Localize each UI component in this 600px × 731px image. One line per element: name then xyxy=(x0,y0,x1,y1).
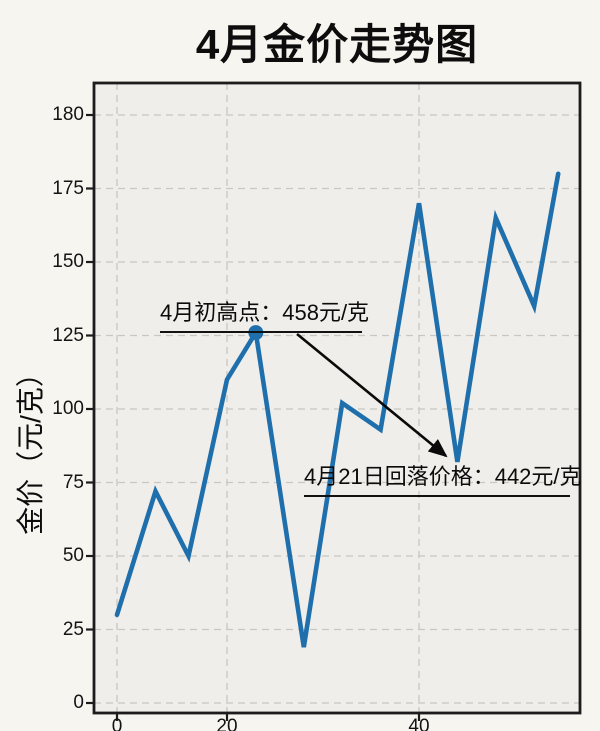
y-tick-label: 75 xyxy=(62,471,84,493)
x-tick-label: 20 xyxy=(216,716,238,731)
y-tick-label: 25 xyxy=(62,618,84,640)
chart-title: 4月金价走势图 xyxy=(195,21,479,68)
x-tick-label: 0 xyxy=(111,716,123,731)
y-tick-label: 0 xyxy=(73,692,84,713)
y-tick-label: 125 xyxy=(52,324,84,346)
y-tick-label: 180 xyxy=(52,104,84,125)
annotation-april21-drop: 4月21日回落价格：442元/克 xyxy=(304,464,582,498)
annotation-april-high: 4月初高点：458元/克 xyxy=(160,300,369,334)
x-tick-label: 40 xyxy=(408,716,430,731)
y-tick-label: 150 xyxy=(52,251,84,272)
annotation-arrow xyxy=(296,332,448,458)
y-tick-label: 100 xyxy=(52,398,84,419)
y-tick-label: 175 xyxy=(52,177,84,199)
y-tick-label: 50 xyxy=(62,545,84,566)
gold-price-line xyxy=(114,171,561,648)
